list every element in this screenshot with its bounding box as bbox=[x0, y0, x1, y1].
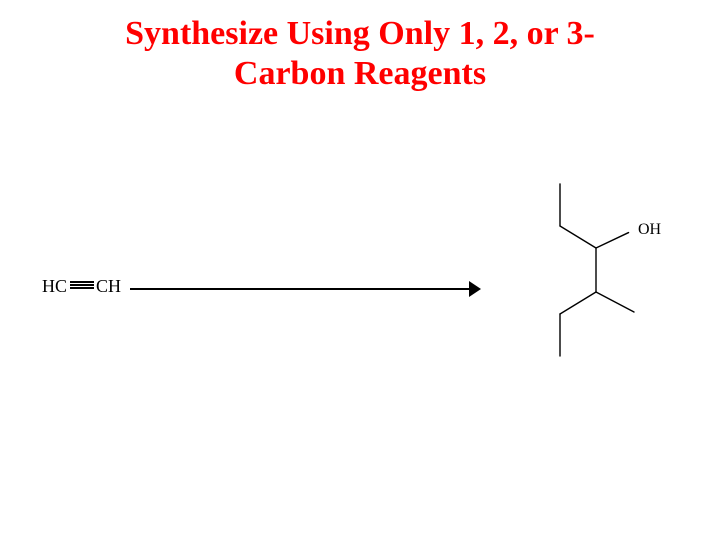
slide-title-line1: Synthesize Using Only 1, 2, or 3- bbox=[0, 14, 720, 54]
slide-title-line2: Carbon Reagents bbox=[0, 54, 720, 94]
slide: { "title": { "line1": "Synthesize Using … bbox=[0, 0, 720, 540]
reagent-hc-label: HC bbox=[42, 276, 67, 297]
product-structure-svg: OH bbox=[496, 172, 696, 362]
triple-bond-line-2 bbox=[70, 284, 94, 286]
reaction-arrow-shaft bbox=[130, 288, 470, 290]
reagent-ch-label: CH bbox=[96, 276, 121, 297]
product-oh-label: OH bbox=[638, 221, 662, 238]
triple-bond-line-1 bbox=[70, 281, 94, 283]
reaction-arrow-head bbox=[469, 281, 481, 297]
triple-bond-line-3 bbox=[70, 287, 94, 289]
